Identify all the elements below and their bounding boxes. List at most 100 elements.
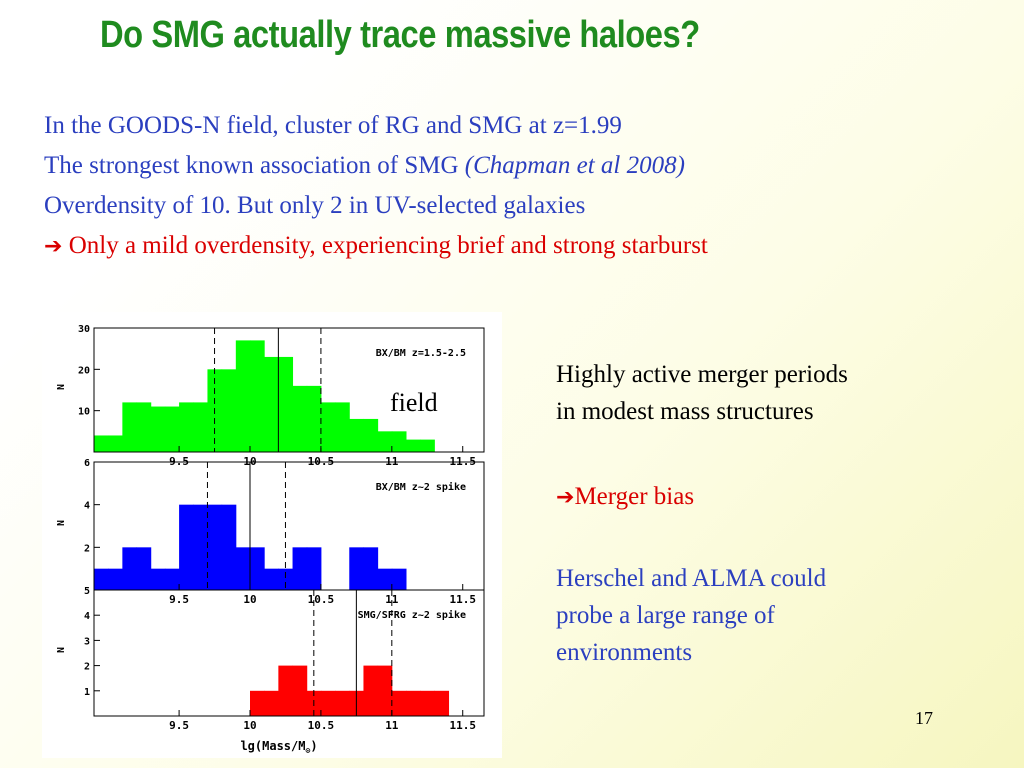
bar-panel-1 bbox=[349, 418, 364, 452]
ylabel-panel-3: N bbox=[56, 647, 67, 653]
bar-panel-1 bbox=[193, 402, 208, 452]
bar-panel-3 bbox=[420, 690, 435, 716]
bullet-2-citation: (Chapman et al 2008) bbox=[464, 152, 685, 179]
slide-title: Do SMG actually trace massive haloes? bbox=[100, 14, 700, 56]
herschel-alma-line-2: probe a large range of bbox=[556, 602, 775, 629]
bar-panel-1 bbox=[320, 402, 336, 452]
bar-panel-2 bbox=[94, 568, 109, 590]
bar-panel-3 bbox=[406, 690, 421, 716]
xlabel-end: ) bbox=[310, 739, 317, 753]
bar-panel-3 bbox=[434, 690, 450, 716]
ytick-label-panel-1: 10 bbox=[78, 407, 90, 418]
merger-bias-text: ➔Merger bias bbox=[556, 478, 694, 516]
bar-panel-2 bbox=[264, 568, 279, 590]
xtick-label-panel-2: 11 bbox=[385, 593, 399, 606]
histogram-figure: 10 20 30 N 9.5 10 10.5 11 11.5 BX/BM z=1.5-2.5 2 4 6… bbox=[42, 312, 502, 758]
ytick-label-panel-3: 5 bbox=[84, 586, 90, 597]
bar-panel-2 bbox=[250, 547, 265, 590]
panel-label-panel-2: BX/BM z~2 spike bbox=[376, 481, 466, 493]
bullet-2: The strongest known association of SMG (… bbox=[44, 146, 708, 186]
bar-panel-2 bbox=[278, 568, 294, 590]
ytick-label-panel-2: 6 bbox=[84, 458, 90, 469]
bar-panel-1 bbox=[164, 406, 180, 452]
bar-panel-1 bbox=[136, 402, 152, 452]
bullet-1: In the GOODS-N field, cluster of RG and … bbox=[44, 112, 622, 139]
ytick-label-panel-3: 4 bbox=[84, 611, 90, 622]
page-number: 17 bbox=[915, 708, 933, 728]
bar-panel-2 bbox=[207, 504, 223, 590]
bar-panel-2 bbox=[306, 547, 322, 590]
bar-panel-1 bbox=[250, 340, 265, 452]
xtick-label-panel-3: 10 bbox=[243, 719, 256, 732]
xtick-label-panel-2: 11.5 bbox=[449, 593, 476, 606]
panel-label-panel-3: SMG/SFRG z~2 spike bbox=[358, 609, 466, 621]
herschel-alma-text: Herschel and ALMA could probe a large ra… bbox=[556, 560, 826, 671]
ylabel-panel-1: N bbox=[56, 384, 67, 390]
bar-panel-2 bbox=[292, 547, 308, 590]
ytick-label-panel-3: 1 bbox=[84, 687, 90, 698]
panel-label-panel-1: BX/BM z=1.5-2.5 bbox=[376, 348, 466, 359]
bar-panel-2 bbox=[363, 547, 379, 590]
bar-panel-2 bbox=[221, 504, 237, 590]
xlabel-panel-3: lg(Mass/M⊙) bbox=[240, 739, 317, 755]
bar-panel-2 bbox=[391, 568, 407, 590]
herschel-alma-line-3: environments bbox=[556, 639, 693, 666]
bar-panel-3 bbox=[320, 690, 336, 716]
ytick-label-panel-3: 2 bbox=[84, 662, 90, 673]
bar-panel-2 bbox=[377, 568, 393, 590]
xtick-label-panel-2: 10 bbox=[243, 593, 256, 606]
merger-bias-label: Merger bias bbox=[574, 483, 695, 510]
ytick-label-panel-2: 4 bbox=[84, 501, 90, 512]
bar-panel-3 bbox=[264, 690, 279, 716]
field-label: field bbox=[390, 388, 438, 417]
bar-panel-1 bbox=[150, 406, 166, 452]
bar-panel-1 bbox=[406, 439, 421, 452]
bar-panel-1 bbox=[94, 435, 109, 452]
bar-panel-3 bbox=[278, 665, 294, 716]
herschel-alma-line-1: Herschel and ALMA could bbox=[556, 565, 827, 592]
xtick-label-panel-2: 9.5 bbox=[169, 593, 189, 606]
bar-panel-1 bbox=[122, 402, 138, 452]
xtick-label-panel-3: 10.5 bbox=[308, 719, 335, 732]
bar-panel-3 bbox=[335, 690, 350, 716]
ylabel-panel-2: N bbox=[56, 520, 67, 526]
xtick-label-panel-3: 11 bbox=[385, 719, 399, 732]
bar-panel-1 bbox=[377, 431, 393, 452]
merger-periods-text: Highly active merger periods in modest m… bbox=[556, 356, 848, 430]
ytick-label-panel-2: 2 bbox=[84, 543, 90, 554]
bar-panel-2 bbox=[349, 547, 364, 590]
bar-panel-1 bbox=[108, 435, 123, 452]
bar-panel-1 bbox=[278, 356, 294, 452]
merger-periods-line-2: in modest mass structures bbox=[556, 398, 814, 425]
xlabel-subscript: ⊙ bbox=[305, 746, 310, 755]
bar-panel-1 bbox=[264, 356, 279, 452]
ytick-label-panel-1: 20 bbox=[78, 365, 90, 376]
bar-panel-2 bbox=[179, 504, 194, 590]
bar-panel-2 bbox=[193, 504, 208, 590]
bar-panel-2 bbox=[164, 568, 180, 590]
merger-periods-line-1: Highly active merger periods bbox=[556, 361, 848, 388]
bar-panel-1 bbox=[292, 385, 308, 452]
bar-panel-2 bbox=[150, 568, 166, 590]
bar-panel-1 bbox=[363, 418, 379, 452]
bar-panel-2 bbox=[108, 568, 123, 590]
bar-panel-1 bbox=[179, 402, 194, 452]
bullet-list: In the GOODS-N field, cluster of RG and … bbox=[44, 106, 708, 267]
xtick-label-panel-3: 11.5 bbox=[449, 719, 476, 732]
bar-panel-3 bbox=[292, 665, 308, 716]
xtick-label-panel-2: 10.5 bbox=[308, 593, 335, 606]
bar-panel-3 bbox=[363, 665, 379, 716]
bar-panel-1 bbox=[335, 402, 350, 452]
ytick-label-panel-3: 3 bbox=[84, 636, 90, 647]
bar-panel-1 bbox=[306, 385, 322, 452]
bar-panel-2 bbox=[136, 547, 152, 590]
bullet-3: Overdensity of 10. But only 2 in UV-sele… bbox=[44, 192, 586, 219]
bar-panel-3 bbox=[391, 690, 407, 716]
frame-panel-1 bbox=[93, 327, 485, 453]
bar-panel-1 bbox=[420, 439, 435, 452]
frame-panel-3 bbox=[93, 589, 485, 717]
bar-panel-3 bbox=[377, 665, 393, 716]
right-arrow-icon: ➔ bbox=[44, 234, 63, 259]
bar-panel-2 bbox=[235, 547, 251, 590]
bullet-4: ➔ Only a mild overdensity, experiencing … bbox=[44, 226, 708, 267]
